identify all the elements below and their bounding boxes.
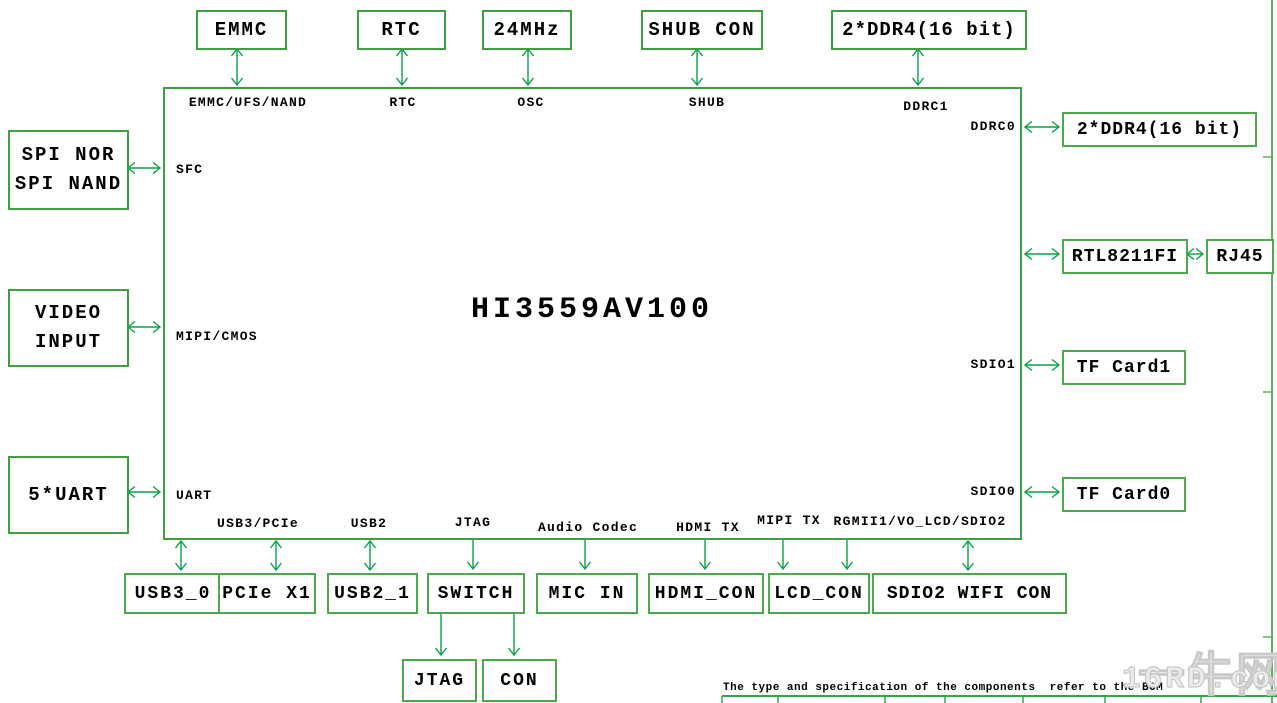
- watermark-site: 16RD.com: [1121, 661, 1277, 697]
- box-24mhz: 24MHz: [482, 10, 572, 50]
- port-label-uart: UART: [176, 488, 213, 503]
- box-jtag: JTAG: [402, 659, 477, 702]
- port-label-usb3-pcie: USB3/PCIe: [217, 516, 299, 531]
- port-label-jtag: JTAG: [454, 515, 492, 530]
- port-label-hdmi-tx: HDMI TX: [676, 520, 740, 535]
- box-rtc: RTC: [357, 10, 446, 50]
- box-pcie-x1: PCIe X1: [218, 573, 316, 614]
- box-rj45: RJ45: [1206, 239, 1274, 274]
- box-ddr4-right: 2*DDR4(16 bit): [1062, 112, 1257, 147]
- box-ddr4-top: 2*DDR4(16 bit): [831, 10, 1027, 50]
- watermark-brand: 一牛网: [1137, 652, 1277, 703]
- box-usb2-1: USB2_1: [327, 573, 418, 614]
- chip-outline: [163, 87, 1022, 540]
- port-label-mipi-tx: MIPI TX: [757, 513, 821, 528]
- box-hdmi-con: HDMI_CON: [648, 573, 764, 614]
- port-label-sfc: SFC: [176, 162, 204, 177]
- box-tf-card0: TF Card0: [1062, 477, 1186, 512]
- box-spi-nor-nand: SPI NOR SPI NAND: [8, 130, 129, 210]
- chip-connection-arrows: [126, 47, 1205, 657]
- box-mic-in: MIC IN: [536, 573, 638, 614]
- box-5uart: 5*UART: [8, 456, 129, 534]
- port-label-emmc-ufs-nand: EMMC/UFS/NAND: [188, 95, 308, 110]
- port-label-rgmii-vo-lcd-sdio2: RGMII1/VO_LCD/SDIO2: [833, 514, 1007, 529]
- box-spi-line2: SPI NAND: [14, 173, 123, 195]
- port-label-sdio1: SDIO1: [970, 357, 1016, 372]
- port-label-usb2: USB2: [350, 516, 388, 531]
- box-switch: SWITCH: [427, 573, 525, 614]
- box-tf-card1: TF Card1: [1062, 350, 1186, 385]
- chip-title: HI3559AV100: [470, 293, 714, 327]
- bom-note: The type and specification of the compon…: [723, 682, 1164, 694]
- box-video-line1: VIDEO: [34, 301, 102, 324]
- box-video-line2: INPUT: [34, 331, 102, 353]
- box-video-input: VIDEO INPUT: [8, 289, 129, 367]
- box-usb3-0: USB3_0: [124, 573, 222, 614]
- port-label-audio-codec: Audio Codec: [537, 520, 639, 535]
- box-emmc: EMMC: [196, 10, 287, 50]
- box-sdio2-wifi-con: SDIO2 WIFI CON: [872, 573, 1067, 614]
- sheet-border-right: [1263, 0, 1273, 703]
- port-label-mipi-cmos: MIPI/CMOS: [176, 329, 258, 344]
- port-label-rtc: RTC: [389, 95, 417, 110]
- port-label-sdio0: SDIO0: [970, 484, 1016, 499]
- port-label-shub: SHUB: [688, 95, 726, 110]
- port-label-osc: OSC: [517, 95, 545, 110]
- box-rtl8211fi: RTL8211FI: [1062, 239, 1188, 274]
- port-label-ddrc0: DDRC0: [970, 119, 1016, 134]
- box-con: CON: [482, 659, 557, 702]
- box-shub-con: SHUB CON: [641, 10, 763, 50]
- bom-table-lines: [721, 695, 1277, 703]
- port-label-ddrc1: DDRC1: [903, 99, 949, 114]
- box-lcd-con: LCD_CON: [768, 573, 870, 614]
- box-spi-line1: SPI NOR: [21, 143, 116, 166]
